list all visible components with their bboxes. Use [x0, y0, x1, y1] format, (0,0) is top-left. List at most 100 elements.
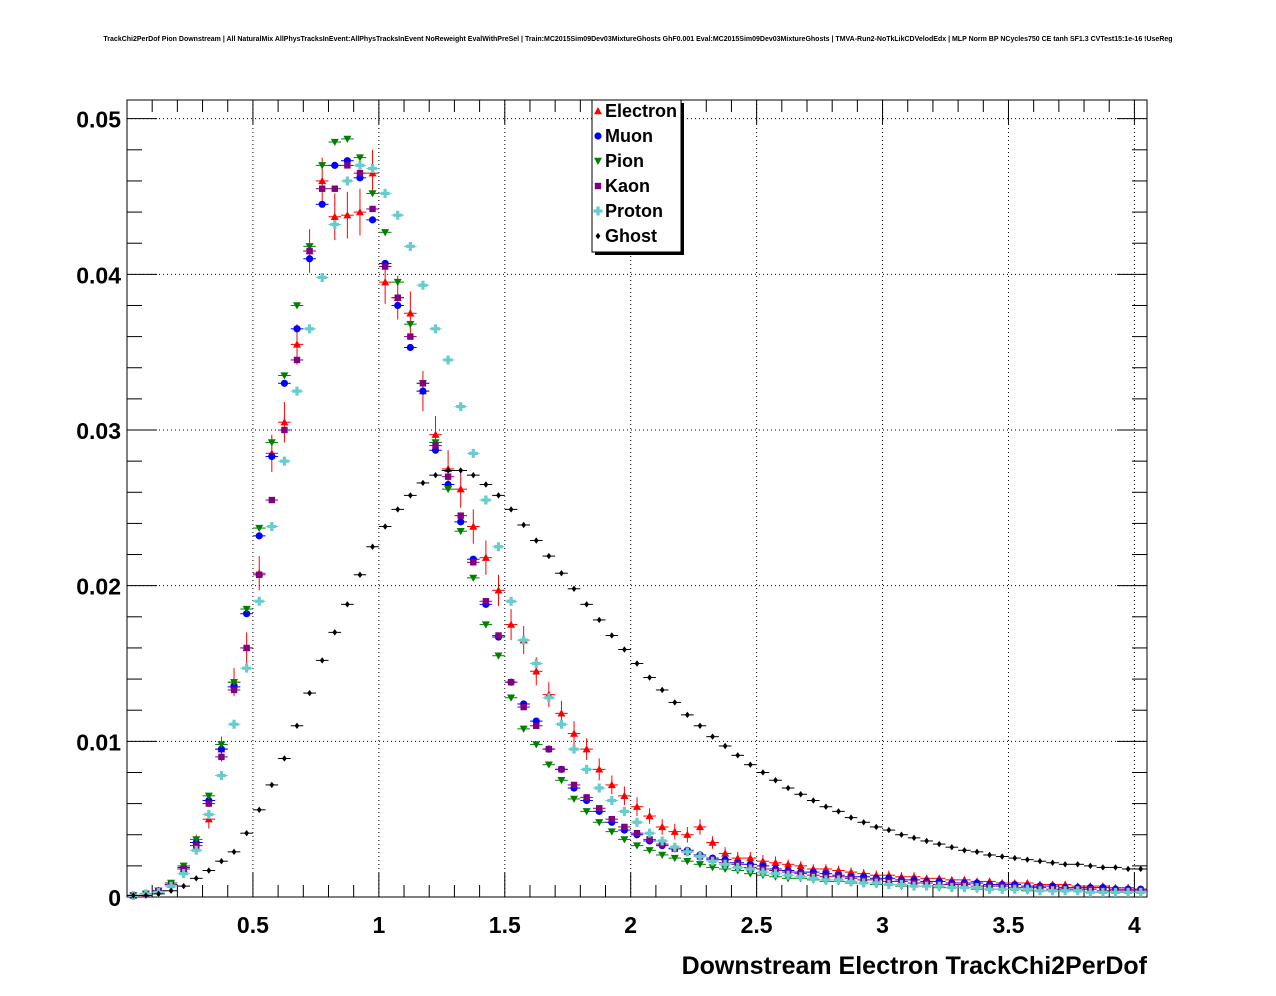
- data-point-proton: [1123, 887, 1133, 897]
- data-point-pion: [658, 851, 667, 859]
- data-point-kaon: [545, 745, 553, 753]
- data-point-ghost: [596, 616, 602, 624]
- data-point-pion: [393, 278, 402, 287]
- data-point-ghost: [470, 471, 476, 479]
- data-point-proton: [771, 869, 781, 879]
- data-point-ghost: [1113, 864, 1118, 871]
- data-point-pion: [683, 857, 692, 866]
- data-point-proton: [1085, 887, 1095, 897]
- data-point-proton: [330, 220, 340, 230]
- data-point-pion: [368, 190, 377, 198]
- data-point-ghost: [785, 784, 791, 792]
- data-point-ghost: [433, 471, 438, 479]
- data-point-ghost: [256, 806, 262, 814]
- data-point-ghost: [899, 831, 904, 838]
- data-point-ghost: [798, 791, 804, 798]
- data-point-kaon: [407, 333, 414, 340]
- data-point-kaon: [218, 753, 225, 761]
- data-point-ghost: [936, 840, 942, 848]
- data-point-pion: [456, 527, 465, 536]
- data-point-proton: [1048, 886, 1058, 896]
- data-point-electron: [670, 827, 679, 835]
- y-tick-label: 0.01: [76, 729, 121, 755]
- data-point-electron: [733, 854, 742, 862]
- data-point-pion: [519, 725, 528, 733]
- data-point-pion: [695, 861, 704, 869]
- data-point-ghost: [861, 819, 867, 826]
- data-point-proton: [758, 867, 768, 877]
- legend-label-pion: Pion: [605, 151, 644, 171]
- data-point-electron: [570, 729, 579, 737]
- data-point-electron: [532, 667, 541, 675]
- data-point-proton: [645, 828, 655, 838]
- data-point-pion: [494, 652, 503, 660]
- data-point-proton: [443, 355, 453, 365]
- x-tick-label: 3.5: [992, 912, 1024, 938]
- data-point-electron: [381, 278, 390, 286]
- data-point-kaon: [558, 766, 565, 773]
- data-point-ghost: [395, 506, 401, 513]
- data-point-muon: [305, 255, 314, 263]
- data-point-ghost: [332, 629, 338, 636]
- data-point-ghost: [999, 853, 1005, 860]
- data-point-proton: [947, 883, 957, 893]
- data-point-proton: [708, 856, 718, 866]
- data-point-proton: [468, 448, 478, 458]
- data-point-proton: [972, 883, 982, 893]
- data-point-pion: [582, 808, 591, 816]
- data-point-kaon: [281, 426, 288, 434]
- data-point-ghost: [609, 632, 615, 639]
- data-point-ghost: [382, 523, 388, 530]
- data-point-ghost: [1062, 861, 1068, 868]
- axes: 0.5 1 1.5 2 2.5 3 3.5 4 0 0.01 0.02 0.03 0.04 0.05: [76, 100, 1147, 938]
- data-point-pion: [507, 694, 516, 702]
- data-point-ghost: [319, 657, 325, 664]
- data-point-kaon: [621, 823, 628, 831]
- data-point-electron: [431, 430, 440, 438]
- data-point-kaon: [230, 686, 238, 694]
- data-point-ghost: [244, 829, 250, 837]
- data-point-proton: [720, 859, 730, 869]
- legend-marker-electron: [594, 107, 602, 115]
- data-point-muon: [457, 518, 465, 526]
- data-point-ghost: [672, 699, 678, 706]
- data-point-pion: [607, 828, 616, 836]
- y-tick-label: 0.05: [76, 107, 121, 133]
- data-point-ghost: [193, 875, 199, 882]
- data-point-pion: [192, 836, 201, 844]
- data-point-kaon: [470, 559, 477, 566]
- data-point-electron: [796, 861, 805, 870]
- data-point-proton: [531, 659, 541, 669]
- data-point-electron: [557, 709, 566, 717]
- data-point-kaon: [256, 571, 263, 578]
- data-point-muon: [243, 610, 251, 618]
- x-tick-label: 2.5: [741, 912, 773, 938]
- data-point-ghost: [622, 646, 627, 653]
- data-point-ghost: [760, 769, 766, 776]
- data-point-proton: [619, 806, 629, 816]
- data-point-kaon: [507, 678, 515, 686]
- data-point-ghost: [168, 887, 174, 894]
- data-point-proton: [1073, 886, 1083, 896]
- data-point-electron: [645, 812, 654, 820]
- data-point-proton: [783, 870, 793, 880]
- data-point-proton: [796, 872, 806, 882]
- x-tick-label: 0.5: [237, 912, 269, 938]
- data-point-ghost: [407, 492, 413, 499]
- series-proton: [127, 160, 1147, 900]
- data-markers: [127, 135, 1147, 900]
- data-point-pion: [280, 372, 289, 380]
- legend-label-proton: Proton: [605, 201, 663, 221]
- data-point-ghost: [269, 781, 275, 789]
- data-point-electron: [280, 418, 289, 426]
- data-point-electron: [721, 849, 730, 857]
- data-point-ghost: [911, 834, 917, 842]
- data-point-pion: [305, 243, 314, 251]
- data-point-ghost: [974, 848, 980, 856]
- data-point-proton: [670, 842, 680, 852]
- legend-marker-kaon: [594, 182, 602, 190]
- data-point-ghost: [571, 585, 577, 592]
- data-point-electron: [683, 830, 692, 838]
- x-tick-label: 1: [372, 912, 385, 938]
